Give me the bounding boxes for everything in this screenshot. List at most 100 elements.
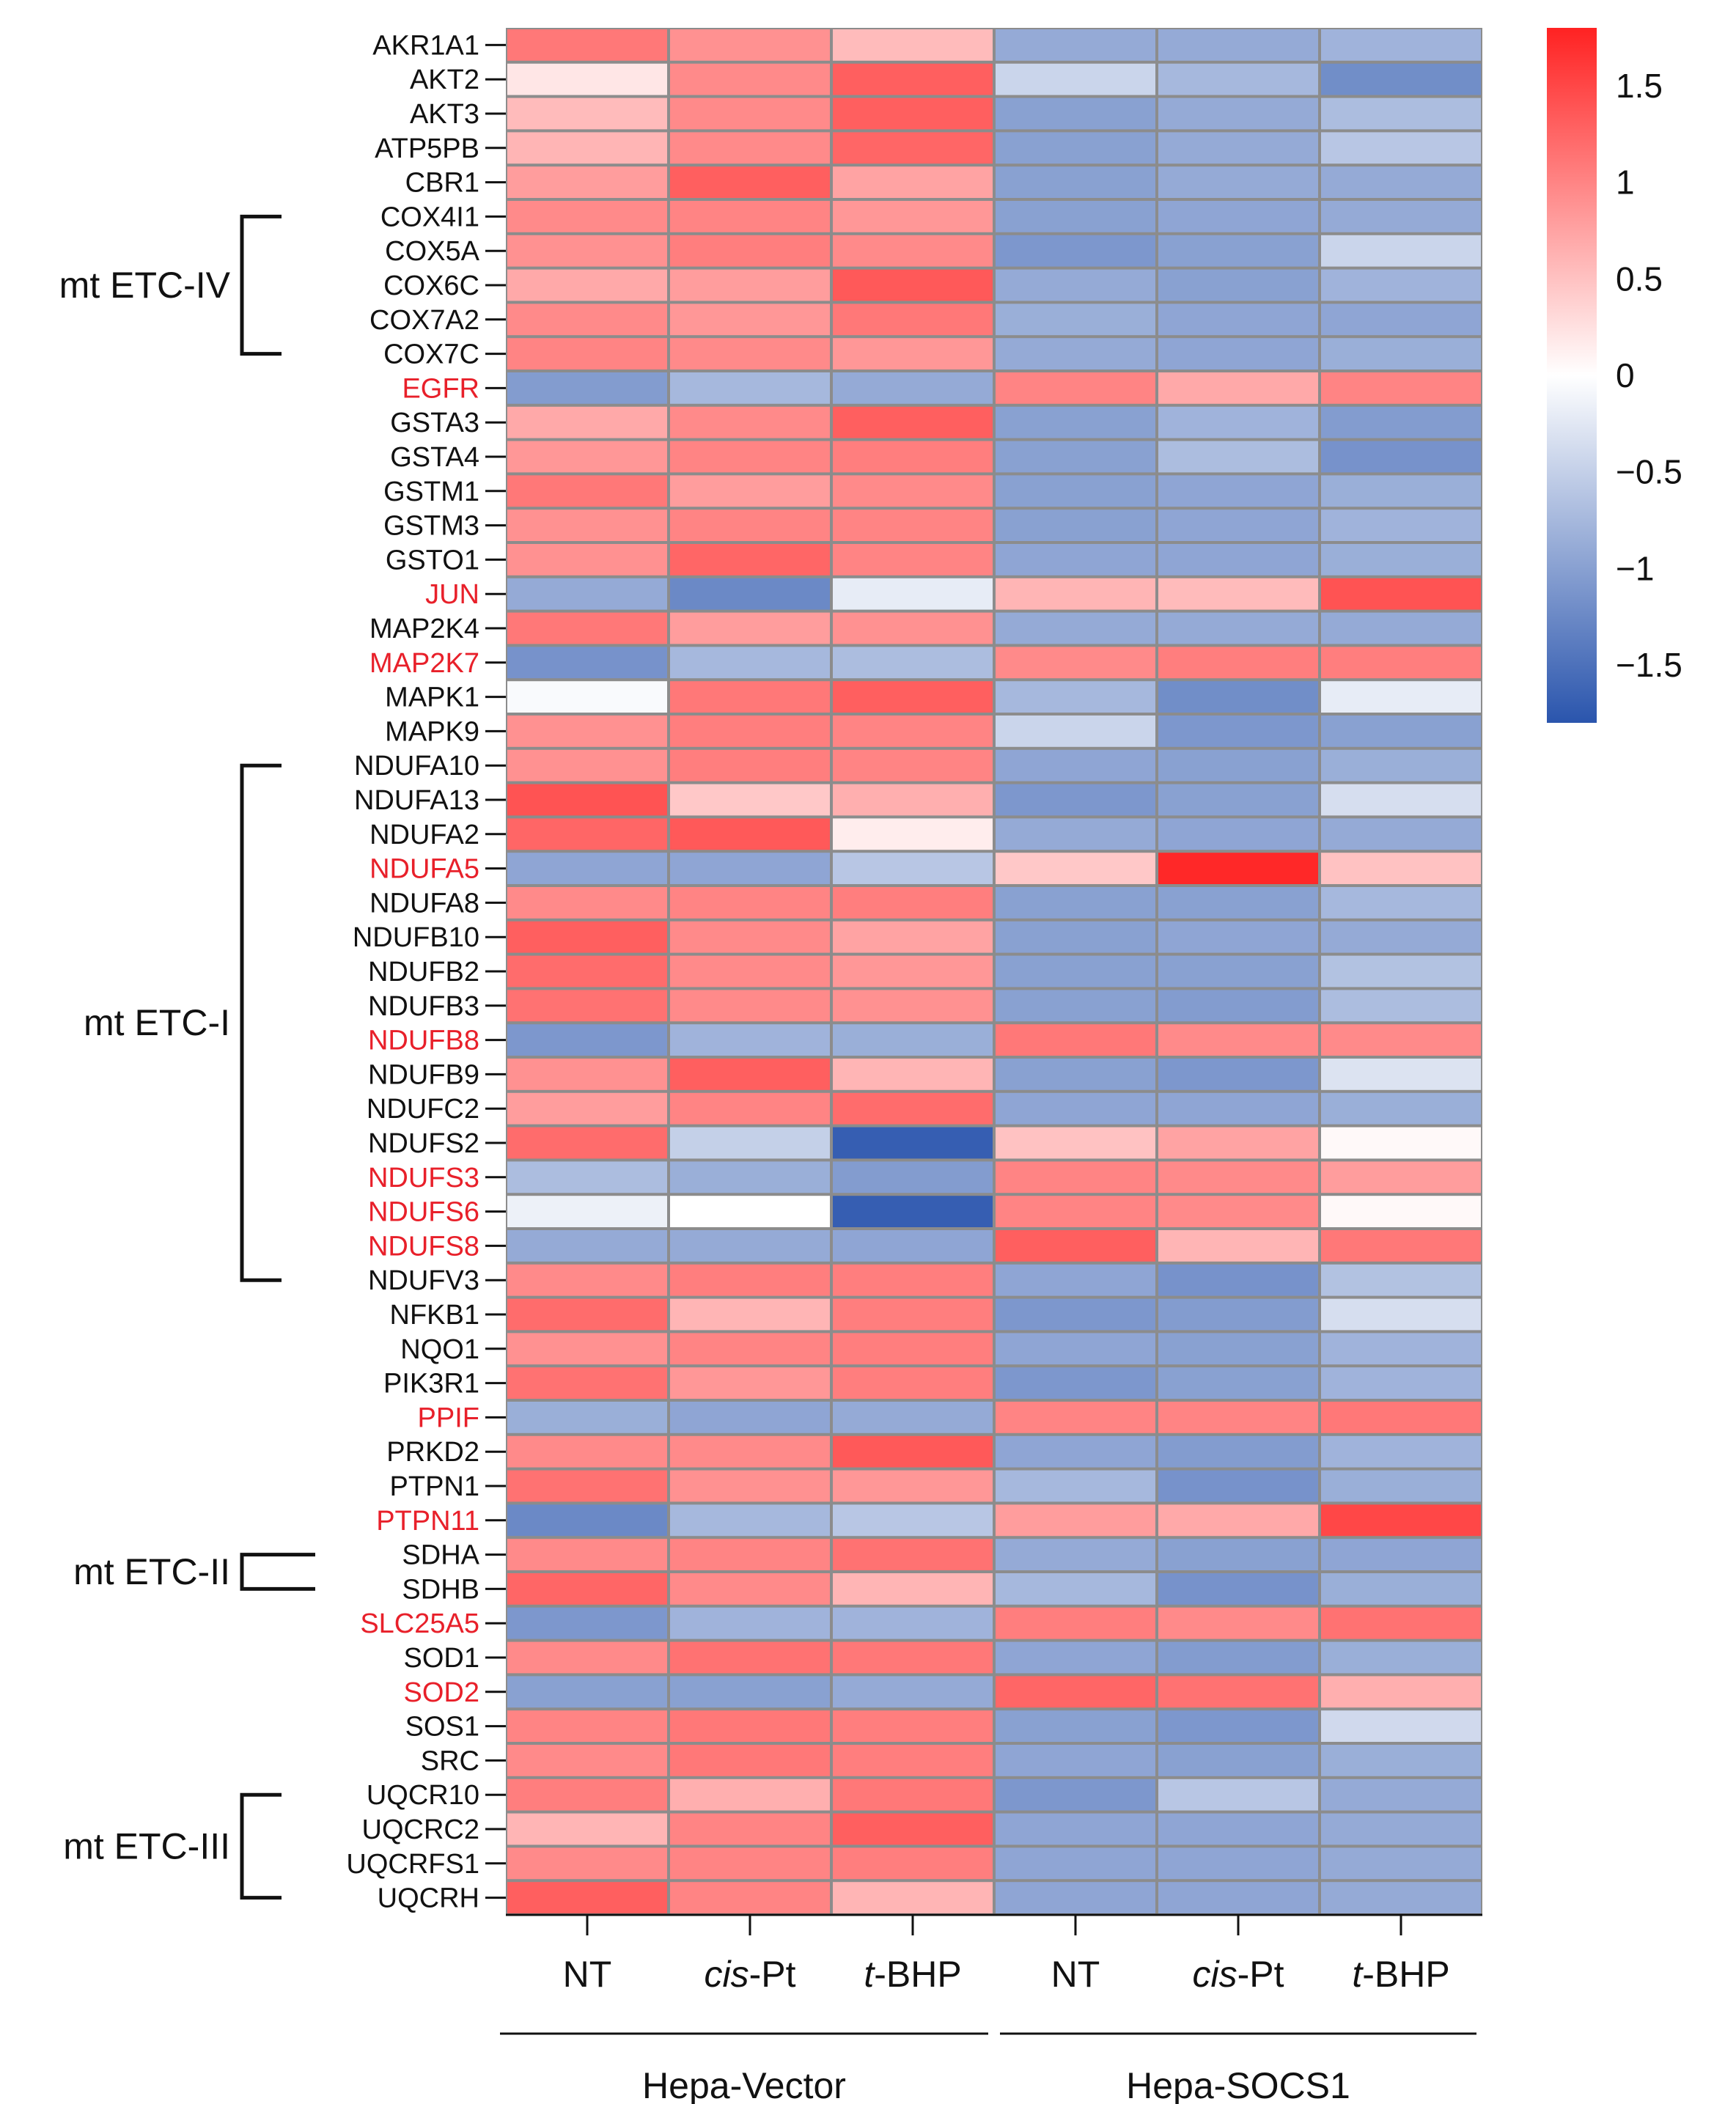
row-label: GSTA3 [390, 408, 479, 438]
heatmap-cell [833, 475, 993, 507]
colorbar-tick-label: 1 [1616, 163, 1635, 202]
heatmap-cell [670, 1847, 830, 1880]
heatmap-cell [1158, 98, 1318, 130]
heatmap-cell [833, 1059, 993, 1090]
heatmap-cell [1321, 1470, 1481, 1502]
heatmap-cell [507, 1161, 667, 1193]
heatmap-cell [833, 441, 993, 473]
heatmap-cell [996, 1813, 1155, 1845]
heatmap-cell [833, 1539, 993, 1570]
heatmap-cell [670, 1573, 830, 1605]
heatmap-cell [996, 166, 1155, 198]
heatmap-cell [1321, 132, 1481, 164]
x-tick-label: cis-Pt [704, 1954, 795, 1995]
row-group-brackets: mt ETC-IV mt ETC-I mt ETC-II mt ETC-III [59, 214, 315, 1900]
heatmap-cell [1158, 1470, 1318, 1502]
heatmap-cell [670, 475, 830, 507]
row-label: NQO1 [400, 1334, 479, 1365]
heatmap-cell [670, 1264, 830, 1296]
heatmap-cell [1158, 990, 1318, 1022]
heatmap-cell [507, 1607, 667, 1639]
heatmap-cell [1158, 1264, 1318, 1296]
heatmap-cell [833, 235, 993, 267]
heatmap-cell [1158, 235, 1318, 267]
heatmap-cell [996, 406, 1155, 438]
heatmap-cell [833, 681, 993, 713]
heatmap-cell [507, 544, 667, 575]
heatmap-cell [507, 749, 667, 781]
heatmap-cell [507, 63, 667, 95]
x-tick-label: NT [563, 1954, 612, 1995]
heatmap-cell [507, 372, 667, 404]
heatmap-cell [670, 1230, 830, 1262]
row-label: COX5A [385, 236, 479, 267]
heatmap-cell [670, 578, 830, 610]
row-label: NDUFA10 [354, 751, 479, 781]
heatmap-cell [1158, 1127, 1318, 1159]
heatmap-cell [670, 1470, 830, 1502]
heatmap-cell [1158, 955, 1318, 987]
heatmap-cell [1321, 475, 1481, 507]
heatmap-cell [833, 544, 993, 575]
row-label: JUN [425, 579, 479, 610]
heatmap-cell [1158, 1435, 1318, 1468]
heatmap-cell [1321, 1333, 1481, 1365]
heatmap-cell [507, 475, 667, 507]
heatmap-cell [996, 612, 1155, 644]
heatmap-cell [996, 1607, 1155, 1639]
heatmap-cell [1158, 1710, 1318, 1742]
heatmap-cell [1321, 29, 1481, 61]
heatmap-cell [507, 1059, 667, 1090]
heatmap-cell [507, 98, 667, 130]
heatmap-cell [996, 201, 1155, 232]
heatmap-cell [996, 1470, 1155, 1502]
heatmap-cell [507, 1813, 667, 1845]
heatmap-cell [507, 510, 667, 541]
heatmap-cell [1158, 1230, 1318, 1262]
heatmap-cell [507, 1264, 667, 1296]
row-label: MAP2K4 [369, 614, 479, 644]
row-label: NDUFS8 [368, 1231, 479, 1262]
heatmap-cell [1321, 1024, 1481, 1056]
heatmap-cell [1321, 235, 1481, 267]
heatmap-cell [833, 1264, 993, 1296]
heatmap-cell [670, 1196, 830, 1227]
heatmap-cell [996, 269, 1155, 301]
heatmap-cell [1158, 166, 1318, 198]
heatmap-cell [833, 647, 993, 679]
x-tick-label: t-BHP [864, 1954, 961, 1995]
row-label: SOD2 [404, 1677, 479, 1708]
heatmap-cell [670, 1676, 830, 1708]
heatmap-cell [1321, 1882, 1481, 1913]
row-label: UQCRC2 [362, 1814, 479, 1845]
heatmap-background [506, 28, 1482, 1915]
heatmap-cell [507, 921, 667, 953]
row-label: NDUFB3 [368, 991, 479, 1022]
heatmap-cell [1321, 1607, 1481, 1639]
heatmap-cell [1158, 647, 1318, 679]
heatmap-cell [833, 1470, 993, 1502]
heatmap-cell [1158, 1607, 1318, 1639]
heatmap-cell [996, 578, 1155, 610]
heatmap-cell [996, 441, 1155, 473]
heatmap-cell [670, 98, 830, 130]
heatmap-cell [833, 1710, 993, 1742]
heatmap-cell [996, 29, 1155, 61]
heatmap-cell [833, 1847, 993, 1880]
heatmap-cell [833, 29, 993, 61]
heatmap-cell [833, 98, 993, 130]
row-label: SDHB [402, 1574, 479, 1605]
heatmap-cell [996, 1745, 1155, 1776]
heatmap-cell [833, 372, 993, 404]
heatmap-cell [996, 681, 1155, 713]
row-label: AKT3 [410, 99, 479, 130]
heatmap-cell [670, 1779, 830, 1811]
heatmap-cell [833, 990, 993, 1022]
heatmap-cell [833, 1435, 993, 1468]
row-label: NDUFS6 [368, 1197, 479, 1228]
heatmap-cell [670, 1641, 830, 1674]
heatmap-cell [1321, 955, 1481, 987]
heatmap-cell [670, 1882, 830, 1913]
row-label: NDUFB9 [368, 1059, 479, 1090]
heatmap-cell [1321, 201, 1481, 232]
